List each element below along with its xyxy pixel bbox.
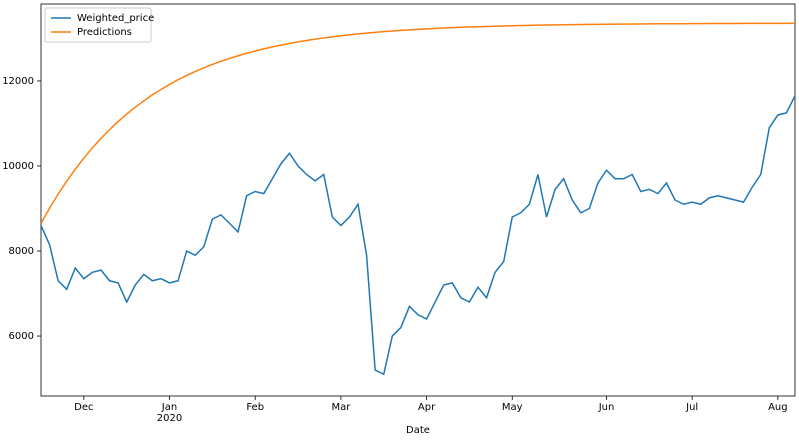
x-tick-label: Dec [74, 402, 93, 413]
x-tick-label: Apr [418, 402, 436, 413]
x-tick-label: Mar [331, 402, 351, 413]
plot-frame [40, 3, 796, 397]
y-tick-label: 8000 [9, 246, 34, 257]
y-tick-label: 10000 [2, 161, 34, 172]
legend-label: Predictions [77, 27, 132, 38]
legend-label: Weighted_price [77, 13, 154, 24]
y-tick-label: 6000 [9, 331, 34, 342]
series-line [41, 22, 795, 224]
y-tick-label: 12000 [2, 76, 34, 87]
x-tick-label: Jul [685, 402, 698, 413]
x-axis-label: Date [406, 425, 430, 436]
x-tick-label: Aug [768, 402, 788, 413]
x-tick-label: Jan [161, 402, 177, 413]
series-line [41, 95, 795, 376]
x-tick-label: Feb [246, 402, 264, 413]
legend-box [44, 7, 152, 43]
x-tick-label: Jun [598, 402, 615, 413]
x-tick-label: May [502, 402, 523, 413]
x-year-label: 2020 [157, 413, 182, 424]
